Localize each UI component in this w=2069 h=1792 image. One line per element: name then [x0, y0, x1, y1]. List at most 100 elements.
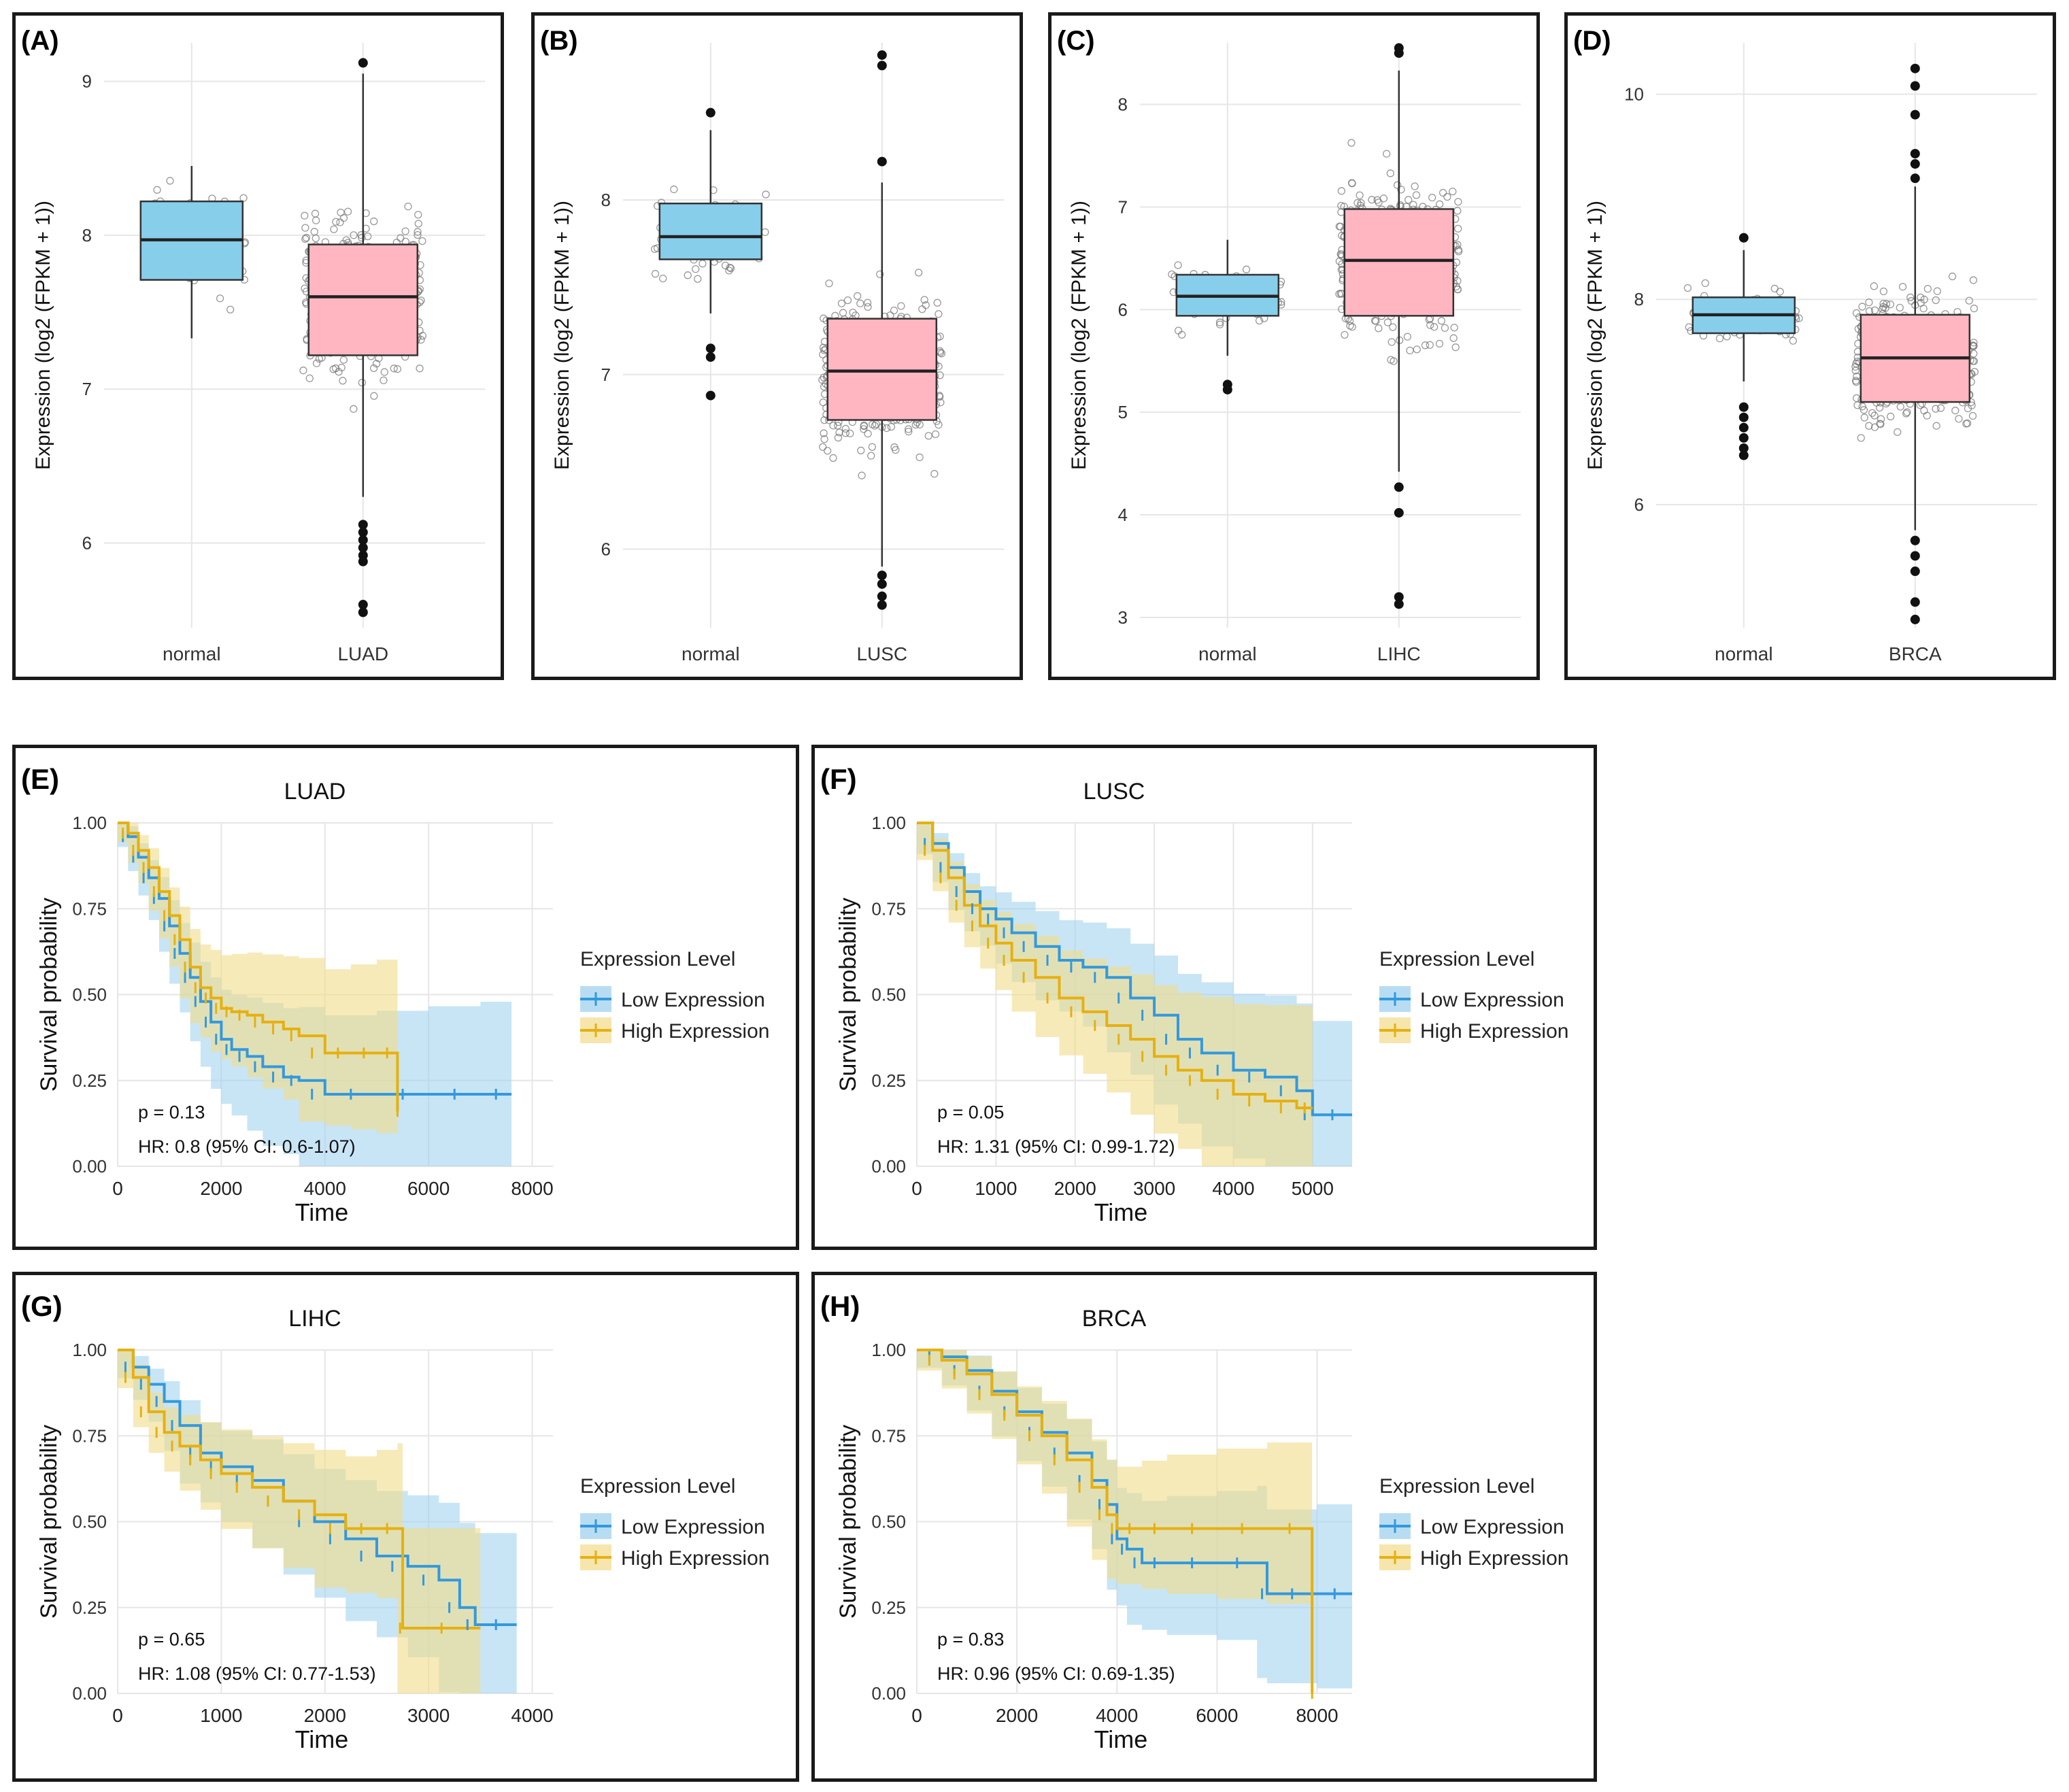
jitter-point — [761, 228, 769, 237]
outlier-point — [1394, 599, 1404, 609]
jitter-point — [1356, 191, 1364, 199]
jitter-point — [1178, 331, 1186, 339]
jitter-point — [1357, 199, 1365, 207]
outlier-point — [877, 50, 887, 60]
outlier-point — [358, 520, 368, 530]
y-tick-label: 1.00 — [72, 1340, 107, 1360]
legend-title: Expression Level — [580, 948, 735, 970]
survival-line-low — [917, 822, 1352, 1117]
x-axis-label: Time — [295, 1198, 349, 1226]
outlier-point — [877, 579, 887, 589]
jitter-point — [226, 305, 235, 314]
panel-label: (H) — [820, 1290, 860, 1322]
y-tick-label: 7 — [601, 365, 611, 385]
survival-line-high — [917, 1349, 1314, 1693]
jitter-point — [854, 292, 862, 300]
y-tick-label: 0.50 — [72, 985, 107, 1005]
legend-item: Low Expression — [621, 989, 765, 1011]
jitter-point — [1701, 279, 1709, 288]
ci-band-low — [118, 823, 512, 1166]
jitter-point — [1454, 248, 1463, 256]
jitter-point — [819, 443, 827, 451]
jitter-point — [726, 263, 734, 272]
outlier-point — [358, 607, 368, 618]
p-value: p = 0.65 — [138, 1629, 205, 1649]
jitter-point — [390, 365, 398, 373]
jitter-point — [868, 420, 877, 428]
x-tick-label: LUAD — [337, 643, 388, 664]
x-tick-label: normal — [682, 643, 740, 664]
jitter-point — [1375, 324, 1383, 333]
jitter-point — [684, 271, 692, 280]
jitter-point — [1443, 192, 1451, 201]
y-axis-label: Expression (log2 (FPKM + 1)) — [1068, 201, 1090, 470]
survival-F: (F) LUSC 0.00 0.25 0.50 0.75 1.00 0 1000 2000 3000… — [820, 763, 1568, 1226]
jitter-point — [1449, 334, 1458, 342]
jitter-point — [1906, 293, 1915, 301]
jitter-point — [670, 185, 678, 194]
jitter-point — [305, 374, 314, 382]
survival-line-high — [118, 1349, 481, 1630]
x-tick-label: 0 — [911, 1705, 922, 1726]
panel-label: (A) — [21, 26, 59, 56]
jitter-point — [357, 231, 365, 239]
y-axis-label: Expression (log2 (FPKM + 1)) — [551, 201, 573, 470]
x-tick-label: normal — [163, 643, 221, 664]
jitter-point — [1933, 287, 1942, 295]
jitter-point — [820, 435, 828, 443]
jitter-point — [864, 430, 872, 438]
x-tick-label: LUSC — [856, 643, 907, 664]
jitter-point — [883, 424, 891, 433]
x-tick-label: 2000 — [996, 1705, 1038, 1726]
jitter-point — [336, 218, 344, 226]
jitter-point — [1969, 276, 1978, 284]
y-tick-label: 0.50 — [72, 1512, 107, 1532]
hazard-ratio: HR: 1.31 (95% CI: 0.99-1.72) — [937, 1136, 1175, 1157]
jitter-point — [837, 299, 846, 307]
x-tick-label: 4000 — [1096, 1705, 1138, 1726]
jitter-point — [335, 368, 343, 376]
jitter-point — [401, 227, 409, 235]
outlier-point — [358, 535, 368, 545]
panel-D: 6 8 10 Expression (log2 (FPKM + 1)) (D) norma… — [1564, 12, 2056, 680]
jitter-point — [1919, 304, 1928, 313]
jitter-point — [860, 422, 869, 430]
jitter-point — [726, 264, 735, 273]
y-tick-label: 9 — [82, 71, 92, 92]
survival-G: (G) LIHC 0.00 0.25 0.50 0.75 1.00 0 1000 2000 3000… — [21, 1290, 769, 1753]
jitter-point — [1393, 181, 1402, 189]
jitter-point — [762, 190, 770, 199]
outlier-point — [705, 107, 716, 118]
jitter-point — [651, 269, 660, 278]
jitter-point — [153, 186, 161, 194]
legend-item: High Expression — [1420, 1020, 1568, 1043]
panel-label: (F) — [820, 763, 857, 795]
outlier-point — [1738, 233, 1749, 243]
y-axis-label: Expression (log2 (FPKM + 1)) — [1584, 201, 1607, 470]
jitter-point — [1683, 284, 1692, 292]
jitter-point — [1215, 318, 1224, 326]
jitter-point — [1723, 333, 1731, 341]
jitter-point — [839, 309, 847, 317]
jitter-point — [1386, 169, 1394, 177]
jitter-point — [1923, 285, 1932, 293]
jitter-point — [299, 367, 307, 375]
y-axis-label: Expression (log2 (FPKM + 1)) — [32, 201, 54, 470]
jitter-point — [935, 421, 943, 429]
jitter-point — [301, 224, 309, 232]
jitter-point — [414, 220, 422, 228]
jitter-point — [834, 433, 843, 442]
jitter-point — [418, 332, 427, 340]
jitter-point — [1932, 422, 1940, 430]
jitter-point — [858, 471, 866, 479]
y-tick-label: 6 — [1634, 494, 1644, 515]
jitter-point — [915, 420, 924, 429]
panel-label: (B) — [540, 26, 578, 56]
jitter-point — [1437, 317, 1446, 325]
chart-title: LUAD — [284, 779, 346, 805]
jitter-point — [358, 233, 366, 242]
outlier-point — [877, 61, 887, 71]
y-tick-label: 0.75 — [871, 898, 906, 919]
jitter-point — [849, 308, 857, 317]
x-tick-label: 8000 — [511, 1178, 553, 1199]
